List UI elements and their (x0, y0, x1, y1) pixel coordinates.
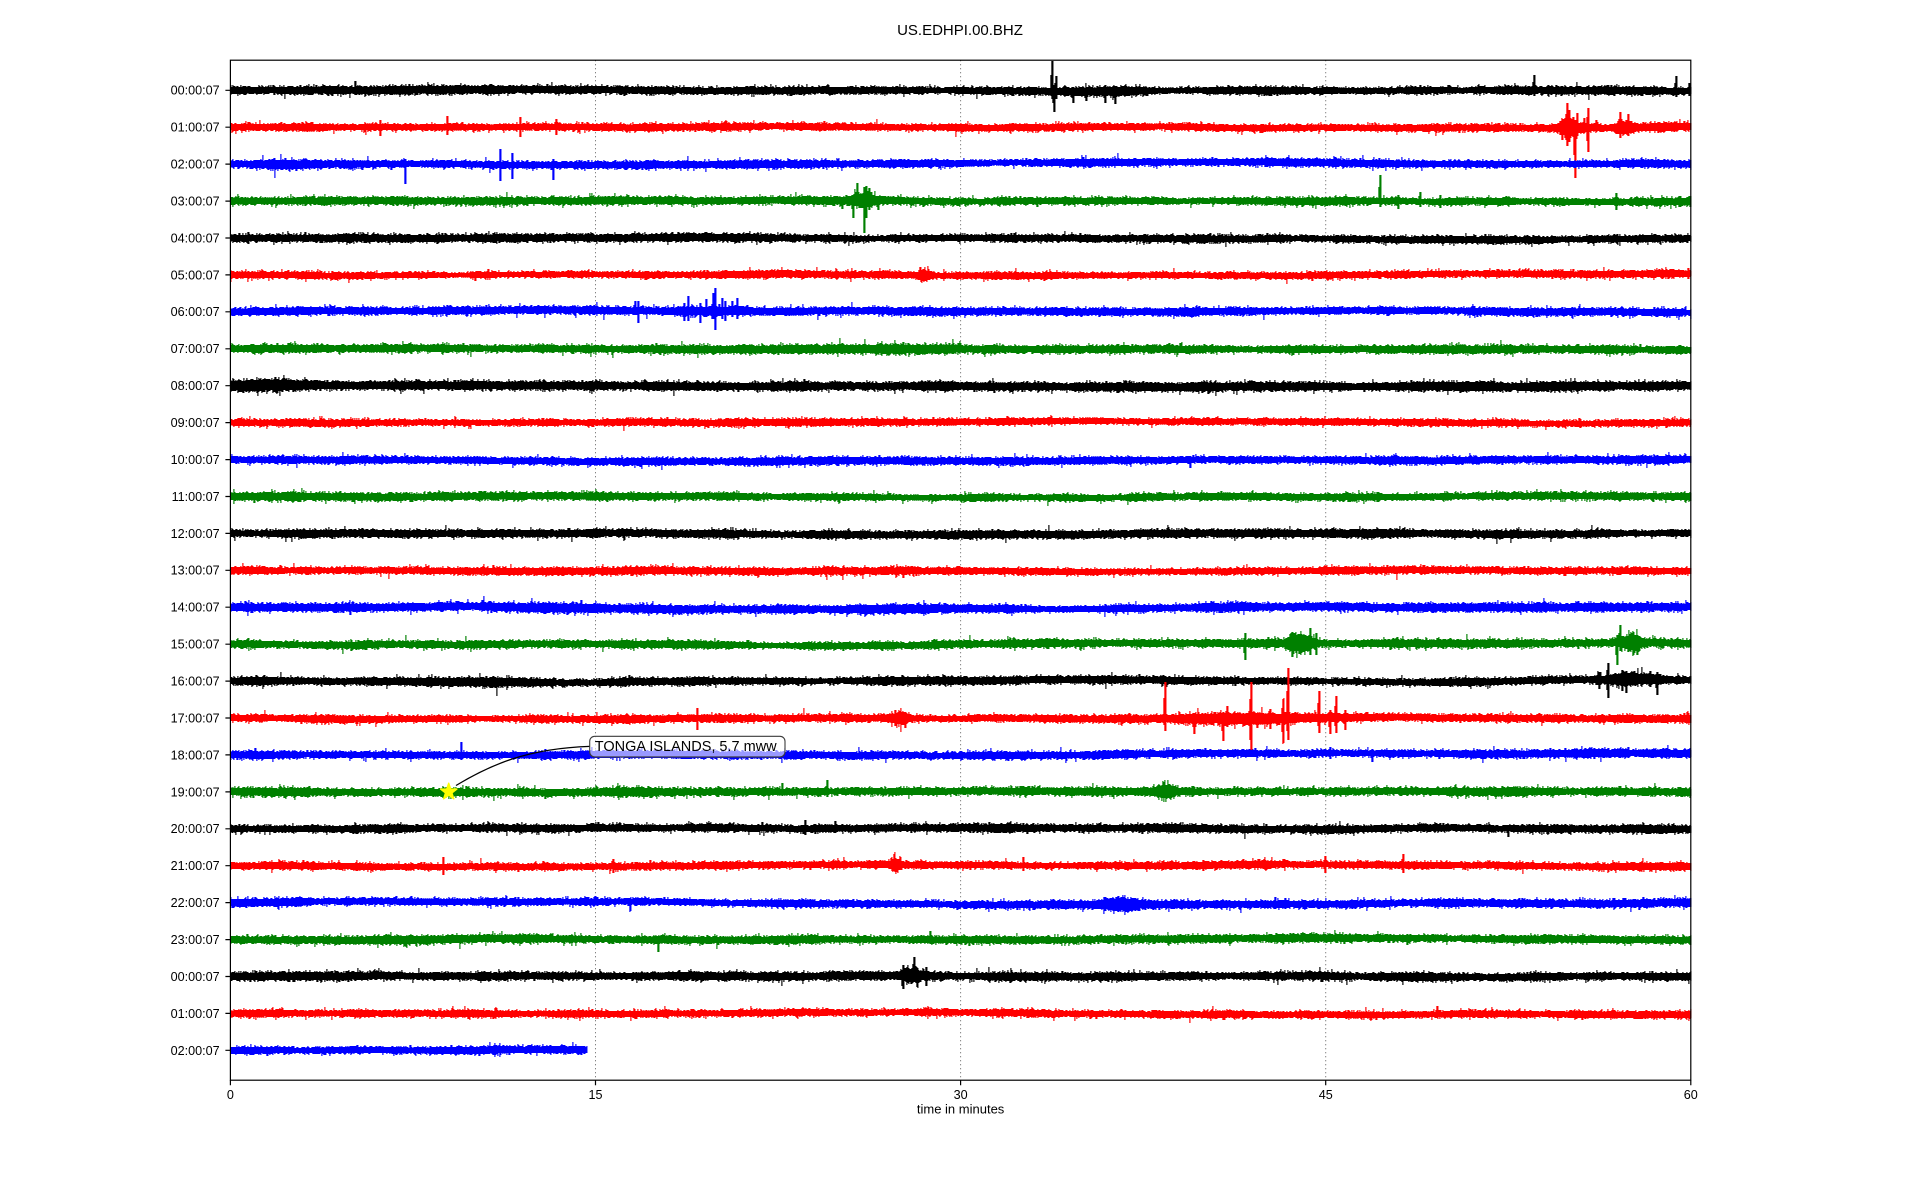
svg-text:05:00:07: 05:00:07 (171, 268, 220, 282)
svg-text:03:00:07: 03:00:07 (171, 195, 220, 209)
svg-text:08:00:07: 08:00:07 (171, 379, 220, 393)
svg-text:14:00:07: 14:00:07 (171, 601, 220, 615)
svg-text:09:00:07: 09:00:07 (171, 416, 220, 430)
svg-text:00:00:07: 00:00:07 (171, 84, 220, 98)
svg-text:19:00:07: 19:00:07 (171, 785, 220, 799)
svg-text:16:00:07: 16:00:07 (171, 675, 220, 689)
svg-text:04:00:07: 04:00:07 (171, 231, 220, 245)
svg-text:06:00:07: 06:00:07 (171, 305, 220, 319)
svg-text:45: 45 (1319, 1088, 1333, 1102)
svg-text:01:00:07: 01:00:07 (171, 121, 220, 135)
svg-text:11:00:07: 11:00:07 (172, 490, 220, 504)
svg-text:15:00:07: 15:00:07 (171, 638, 220, 652)
svg-text:time in minutes: time in minutes (917, 1101, 1005, 1116)
svg-text:15: 15 (588, 1088, 602, 1102)
svg-text:12:00:07: 12:00:07 (171, 527, 220, 541)
svg-text:TONGA ISLANDS, 5.7 mww: TONGA ISLANDS, 5.7 mww (595, 739, 777, 755)
svg-text:18:00:07: 18:00:07 (171, 748, 220, 762)
svg-text:30: 30 (954, 1088, 968, 1102)
svg-text:60: 60 (1684, 1088, 1698, 1102)
svg-text:02:00:07: 02:00:07 (171, 158, 220, 172)
svg-text:US.EDHPI.00.BHZ: US.EDHPI.00.BHZ (897, 22, 1023, 39)
svg-text:02:00:07: 02:00:07 (171, 1044, 220, 1058)
svg-text:17:00:07: 17:00:07 (171, 711, 220, 725)
svg-text:01:00:07: 01:00:07 (171, 1007, 220, 1021)
svg-text:07:00:07: 07:00:07 (171, 342, 220, 356)
svg-text:00:00:07: 00:00:07 (171, 970, 220, 984)
svg-text:21:00:07: 21:00:07 (171, 859, 220, 873)
svg-text:0: 0 (227, 1088, 234, 1102)
svg-text:22:00:07: 22:00:07 (171, 896, 220, 910)
svg-text:10:00:07: 10:00:07 (171, 453, 220, 467)
svg-text:23:00:07: 23:00:07 (171, 933, 220, 947)
svg-text:13:00:07: 13:00:07 (171, 564, 220, 578)
svg-text:20:00:07: 20:00:07 (171, 822, 220, 836)
